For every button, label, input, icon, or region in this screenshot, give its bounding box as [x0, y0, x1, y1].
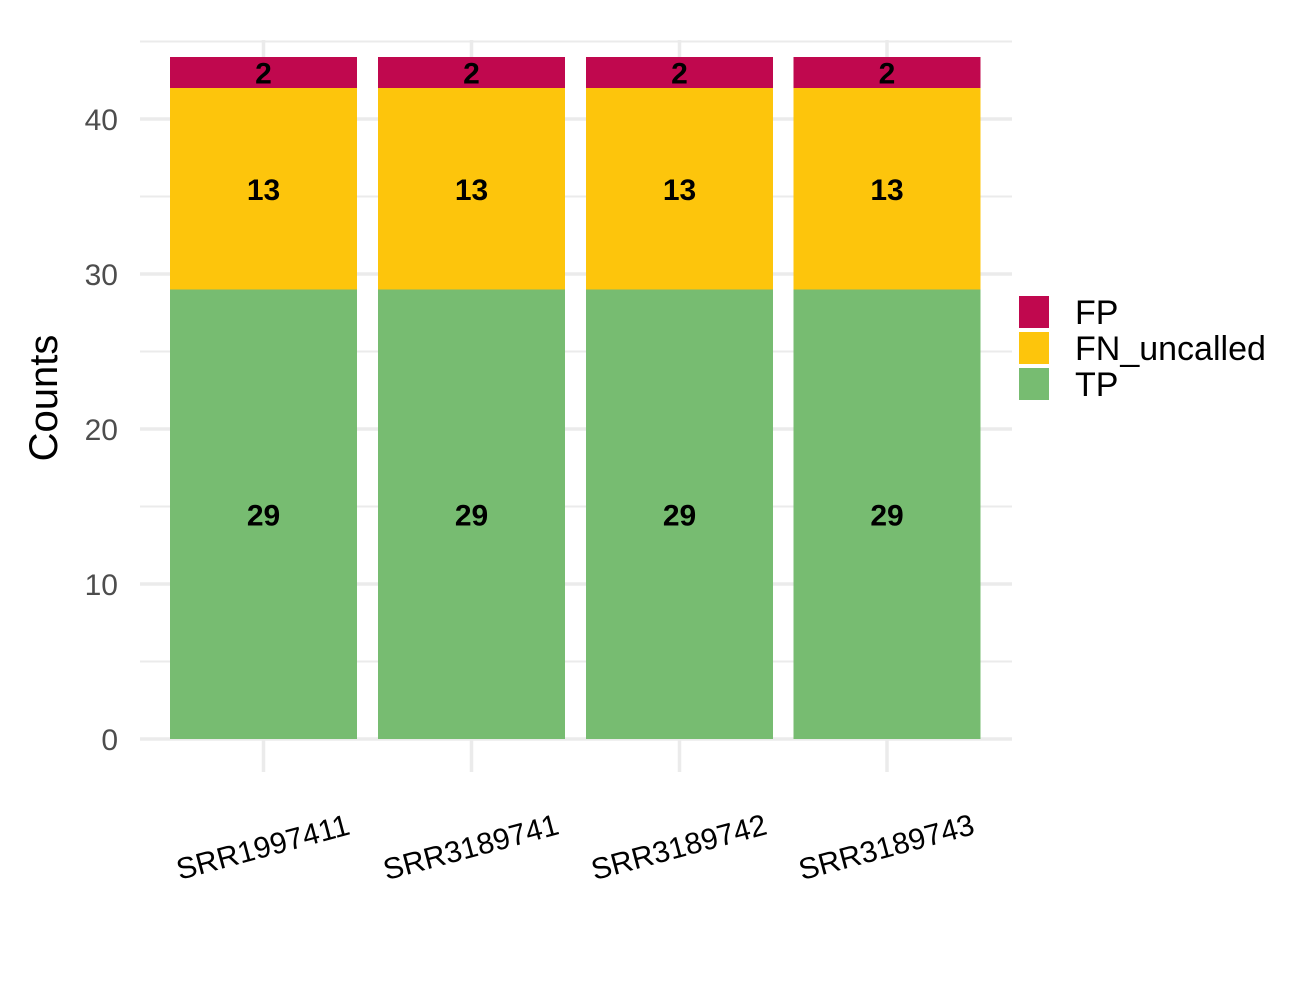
x-tick-label: SRR1997411 [173, 809, 353, 887]
bar-segment-fp [793, 57, 981, 88]
bar-value-label: 2 [879, 58, 896, 91]
bar-segment-fp [586, 57, 773, 88]
x-tick-label: SRR3189743 [795, 809, 978, 887]
y-tick-label: 0 [101, 724, 118, 757]
bar-segment-tp [586, 289, 773, 739]
bar-label-layer: 29 13 2 29 13 2 29 13 2 29 13 2 [247, 58, 904, 533]
bar-segment-fn-uncalled [586, 88, 773, 290]
y-axis-title: Counts [22, 335, 66, 462]
y-tick-label: 30 [85, 259, 118, 292]
bar-value-label: 2 [463, 58, 480, 91]
x-tick-label: SRR3189742 [588, 809, 771, 887]
bar-value-label: 29 [870, 499, 903, 532]
bar-value-label: 13 [663, 174, 696, 207]
y-tick-label: 20 [85, 414, 118, 447]
y-tick-label: 40 [85, 104, 118, 137]
bar-segment-fp [170, 57, 357, 88]
legend-label: FP [1075, 294, 1118, 332]
bar-segment-fn-uncalled [170, 88, 357, 290]
bar-segment-tp [793, 289, 981, 739]
bar-value-label: 29 [455, 499, 488, 532]
legend-label: TP [1075, 366, 1118, 404]
legend-key-fn-uncalled [1019, 332, 1049, 364]
bar-value-label: 13 [455, 174, 488, 207]
bar-segment-fn-uncalled [378, 88, 565, 290]
bar-value-label: 13 [247, 174, 280, 207]
bar-value-label: 2 [671, 58, 688, 91]
y-tick-label: 10 [85, 569, 118, 602]
bar-value-label: 29 [663, 499, 696, 532]
legend-label: FN_uncalled [1075, 330, 1266, 368]
bar-layer [170, 57, 981, 739]
bar-segment-fn-uncalled [793, 88, 981, 290]
bar-value-label: 13 [870, 174, 903, 207]
x-tick-label: SRR3189741 [380, 809, 563, 887]
bar-segment-tp [378, 289, 565, 739]
legend-key-fp [1019, 296, 1049, 328]
bar-segment-tp [170, 289, 357, 739]
bar-value-label: 2 [255, 58, 272, 91]
bar-value-label: 29 [247, 499, 280, 532]
bar-segment-fp [378, 57, 565, 88]
legend-key-tp [1019, 368, 1049, 400]
